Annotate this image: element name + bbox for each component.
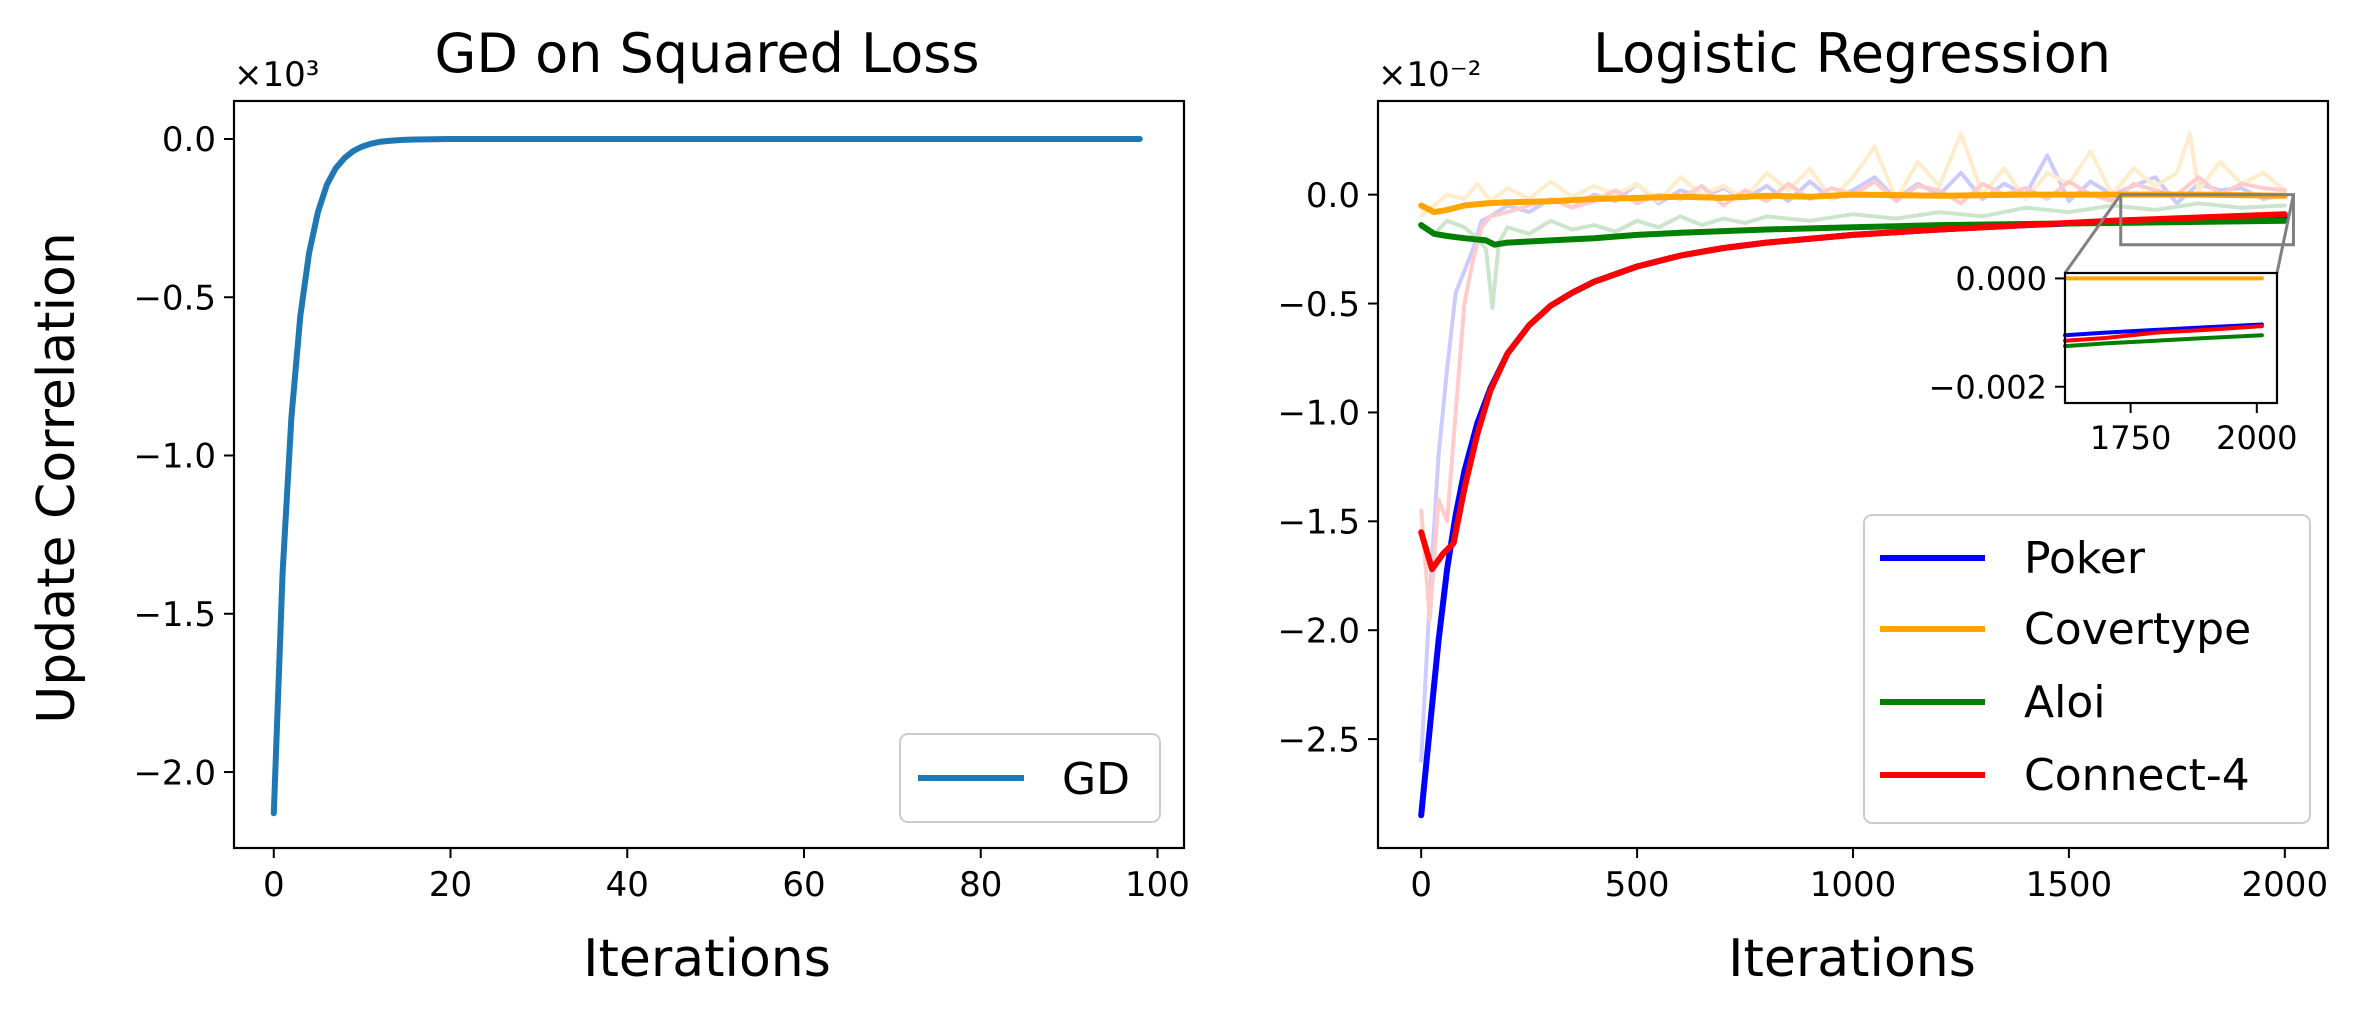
series-line-aloi-raw [1419,201,2287,310]
x-tick-label: 0 [1410,865,1432,905]
legend-label-aloi: Aloi [2024,677,2105,728]
y-axis-multiplier: ×10⁻² [1378,55,1481,95]
y-tick-label: −0.5 [133,278,216,318]
series-line-poker-raw [1419,153,2287,763]
inset-x-tick-label: 1750 [2090,419,2171,457]
y-tick-label: −0.5 [1277,285,1360,325]
legend-box [1863,514,2311,824]
y-tick-label: −1.0 [1277,394,1360,434]
legend-label-covertype: Covertype [2024,604,2251,655]
series-line-poker-inset [2063,322,2264,338]
zoom-region-box [2119,193,2295,247]
inset-y-tick-label: 0.000 [1955,260,2047,298]
x-axis-label: Iterations [1728,929,1976,989]
y-tick-label: −1.5 [1277,503,1360,543]
x-tick-label: 60 [782,865,825,905]
legend: Poker Covertype Aloi Connect-4 [1863,514,2311,824]
x-tick-label: 100 [1125,865,1190,905]
y-tick-label: −2.5 [1277,720,1360,760]
inset-x-tick-label: 2000 [2216,419,2297,457]
series-line-connect-4-inset [2063,324,2264,343]
legend-label-connect-4: Connect-4 [2024,750,2250,801]
x-tick-label: 1000 [1810,865,1897,905]
inset-y-tick-label: −0.002 [1929,368,2047,406]
y-axis-multiplier: ×10³ [234,55,319,95]
x-axis-label: Iterations [583,929,831,989]
chart-title: GD on Squared Loss [434,22,979,85]
y-tick-label: 0.0 [1306,176,1360,216]
chart-logistic-regression: Logistic Regression ×10⁻² Iterations 0 50… [1277,22,2330,989]
legend-label-poker: Poker [2024,533,2146,584]
x-tick-label: 2000 [2242,865,2329,905]
x-tick-label: 0 [263,865,285,905]
x-tick-label: 80 [959,865,1002,905]
inset-frame [2063,271,2279,405]
series-line-gd [270,136,1143,817]
y-tick-label: −2.0 [1277,611,1360,651]
series-layer [270,136,1143,817]
inset-axis-ticks: 1750 2000 0.000 −0.002 [1929,260,2298,457]
x-tick-label: 1500 [2026,865,2113,905]
series-line-connect-4 [1418,211,2288,573]
legend-box [899,733,1161,823]
y-tick-label: 0.0 [162,120,216,160]
chart-gd-squared-loss: GD on Squared Loss ×10³ Update Correlati… [27,22,1190,989]
inset-series-layer [2063,276,2264,349]
axis-ticks: 0 20 40 60 80 100 0.0 −0.5 −1.0 −1.5 −2.0 [133,120,1190,905]
x-tick-label: 20 [429,865,472,905]
inset-zoom: 1750 2000 0.000 −0.002 [1929,193,2298,457]
plot-frame [1376,99,2330,850]
series-line-covertype [1418,191,2288,216]
series-line-covertype-raw [1419,131,2287,219]
plot-frame [232,99,1186,850]
x-tick-label: 40 [606,865,649,905]
y-tick-label: −2.0 [133,753,216,793]
y-tick-label: −1.5 [133,595,216,635]
legend: GD [899,733,1161,823]
x-tick-label: 500 [1605,865,1670,905]
series-line-aloi-inset [2063,333,2264,349]
axis-ticks: 0 500 1000 1500 2000 0.0 −0.5 −1.0 −1.5 −2.0 −2.5 [1277,176,2328,905]
y-axis-label: Update Correlation [27,232,87,724]
zoom-connector [2063,193,2122,274]
y-tick-label: −1.0 [133,437,216,477]
chart-title: Logistic Regression [1593,22,2111,85]
zoom-connector [2275,194,2295,274]
series-layer [1418,191,2288,819]
legend-label-gd: GD [1062,754,1130,805]
